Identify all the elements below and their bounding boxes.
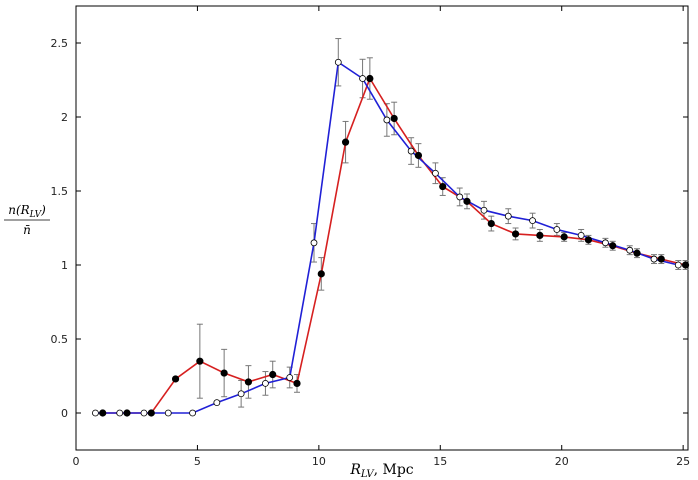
y-tick-label: 0 (61, 407, 68, 420)
data-point-series-1 (140, 409, 148, 417)
data-point-series-0 (341, 138, 350, 146)
data-point-series-0 (390, 114, 398, 123)
data-point-series-0 (681, 261, 690, 269)
data-point-series-1 (626, 246, 634, 254)
data-point-series-1 (456, 193, 464, 201)
data-point-series-1 (480, 206, 488, 214)
x-axis-label-main: R (349, 462, 361, 478)
series-markers (92, 58, 690, 417)
data-point-series-0 (293, 379, 301, 387)
data-point-series-0 (584, 236, 593, 244)
data-point-series-1 (334, 58, 342, 66)
data-point-series-1 (310, 239, 318, 247)
data-point-series-0 (244, 378, 253, 386)
data-point-series-1 (383, 116, 391, 124)
data-point-series-1 (286, 374, 294, 381)
y-axis-label-num-close: ) (40, 203, 46, 217)
y-axis-label-num-main: n(R (8, 203, 29, 217)
data-point-series-0 (487, 219, 495, 228)
x-axis-label-sub: LV (360, 469, 375, 480)
y-axis-label-denominator: n̄ (23, 223, 31, 237)
data-point-series-0 (171, 375, 180, 383)
y-axis-label-numerator: n(RLV) (8, 203, 46, 220)
data-point-series-0 (269, 370, 277, 379)
x-axis-label-unit: , Mpc (374, 462, 414, 478)
data-point-series-0 (317, 270, 325, 278)
data-point-series-1 (213, 399, 221, 407)
y-tick-label: 0.5 (51, 333, 69, 346)
series-lines (95, 60, 686, 414)
data-point-series-0 (123, 409, 131, 417)
data-point-series-0 (366, 74, 374, 83)
x-tick-label: 20 (555, 455, 569, 468)
tick-labels: 0 5 10 15 20 25 0 0.5 1 1.5 2 2.5 (51, 37, 691, 468)
y-axis-label-num-sub: LV (29, 210, 43, 220)
data-point-series-1 (577, 231, 585, 239)
data-point-series-1 (237, 390, 245, 398)
data-point-series-0 (657, 255, 665, 263)
data-point-series-1 (674, 261, 682, 269)
data-point-series-0 (414, 151, 423, 160)
x-tick-label: 25 (676, 455, 690, 468)
data-point-series-1 (407, 147, 415, 155)
y-tick-label: 2.5 (51, 37, 69, 50)
data-point-series-1 (189, 409, 196, 417)
data-point-series-0 (609, 242, 617, 250)
error-bars (196, 38, 689, 408)
tick-marks (75, 6, 688, 450)
data-point-series-1 (359, 75, 366, 82)
data-point-series-1 (602, 239, 609, 247)
x-tick-label: 5 (194, 455, 201, 468)
data-point-series-0 (99, 409, 107, 417)
data-point-series-1 (432, 169, 439, 177)
data-point-series-1 (650, 255, 658, 263)
data-point-series-1 (553, 226, 561, 233)
data-point-series-1 (116, 409, 124, 417)
x-tick-label: 15 (433, 455, 447, 468)
data-point-series-0 (560, 233, 568, 241)
y-tick-label: 1 (61, 259, 68, 272)
data-point-series-0 (220, 369, 228, 377)
y-tick-label: 2 (61, 111, 68, 124)
data-point-series-0 (633, 249, 641, 257)
x-tick-label: 10 (312, 455, 326, 468)
y-tick-label: 1.5 (51, 185, 69, 198)
data-point-series-0 (463, 197, 471, 205)
data-point-series-1 (262, 379, 269, 387)
x-axis-label: RLV, Mpc (349, 462, 413, 480)
x-tick-label: 0 (73, 455, 80, 468)
data-point-series-0 (439, 182, 447, 191)
data-point-series-0 (536, 231, 544, 239)
data-point-series-1 (164, 409, 172, 417)
y-axis-label: n(RLV) n̄ (4, 203, 50, 237)
data-point-series-1 (504, 212, 512, 220)
data-point-series-0 (147, 409, 155, 417)
data-point-series-1 (529, 217, 536, 225)
data-point-series-0 (196, 357, 204, 365)
data-point-series-0 (511, 230, 520, 238)
plot-frame (75, 5, 689, 451)
data-point-series-1 (92, 409, 99, 417)
